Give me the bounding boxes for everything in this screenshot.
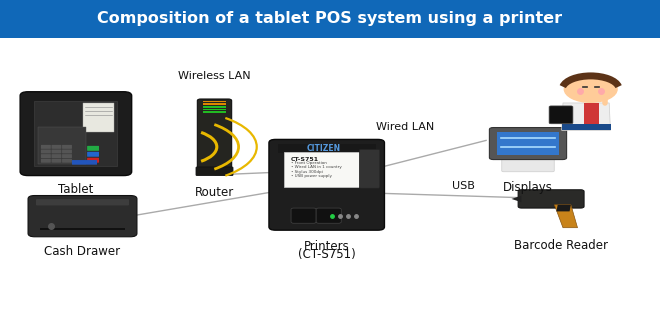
- Text: • Stylus 300dpi: • Stylus 300dpi: [290, 170, 323, 174]
- Text: • USB power supply: • USB power supply: [290, 174, 332, 178]
- FancyBboxPatch shape: [316, 208, 341, 223]
- FancyBboxPatch shape: [62, 154, 72, 158]
- FancyBboxPatch shape: [41, 159, 51, 163]
- FancyBboxPatch shape: [87, 146, 99, 151]
- FancyBboxPatch shape: [291, 208, 316, 223]
- Bar: [40, 228, 125, 230]
- Text: (CT-S751): (CT-S751): [298, 248, 356, 261]
- Polygon shape: [554, 205, 578, 228]
- Text: • Wired LAN in 1 country: • Wired LAN in 1 country: [290, 166, 342, 170]
- FancyBboxPatch shape: [197, 99, 232, 168]
- Bar: [203, 101, 226, 102]
- FancyBboxPatch shape: [87, 158, 99, 163]
- Text: Barcode Reader: Barcode Reader: [514, 239, 608, 252]
- Text: USB: USB: [452, 182, 475, 191]
- FancyBboxPatch shape: [72, 160, 97, 165]
- Text: Router: Router: [195, 186, 234, 199]
- FancyBboxPatch shape: [62, 149, 72, 153]
- FancyBboxPatch shape: [518, 190, 584, 208]
- FancyBboxPatch shape: [87, 152, 99, 157]
- FancyBboxPatch shape: [62, 145, 72, 149]
- Polygon shape: [512, 196, 521, 202]
- FancyBboxPatch shape: [0, 0, 660, 38]
- Text: CT-S751: CT-S751: [290, 157, 319, 162]
- Polygon shape: [556, 205, 571, 212]
- Text: Displays: Displays: [503, 181, 553, 194]
- Polygon shape: [562, 124, 610, 130]
- Polygon shape: [584, 103, 599, 127]
- Text: Wired LAN: Wired LAN: [376, 122, 434, 132]
- FancyBboxPatch shape: [196, 167, 233, 176]
- FancyBboxPatch shape: [490, 128, 566, 160]
- FancyBboxPatch shape: [284, 152, 370, 187]
- FancyBboxPatch shape: [82, 103, 114, 132]
- Bar: [203, 109, 226, 110]
- FancyBboxPatch shape: [36, 199, 129, 205]
- Polygon shape: [562, 103, 610, 130]
- FancyBboxPatch shape: [51, 154, 61, 158]
- FancyBboxPatch shape: [359, 149, 380, 188]
- FancyBboxPatch shape: [34, 101, 117, 166]
- Text: Wireless LAN: Wireless LAN: [178, 71, 251, 81]
- Text: Printers: Printers: [304, 240, 350, 253]
- Bar: [203, 111, 226, 113]
- FancyBboxPatch shape: [41, 154, 51, 158]
- FancyBboxPatch shape: [497, 132, 560, 155]
- FancyBboxPatch shape: [62, 159, 72, 163]
- Text: Tablet: Tablet: [58, 183, 94, 196]
- Text: Composition of a tablet POS system using a printer: Composition of a tablet POS system using…: [98, 12, 562, 26]
- FancyBboxPatch shape: [41, 145, 51, 149]
- FancyBboxPatch shape: [269, 139, 384, 230]
- FancyBboxPatch shape: [51, 159, 61, 163]
- Bar: [203, 106, 226, 108]
- FancyBboxPatch shape: [28, 195, 137, 237]
- Circle shape: [564, 76, 617, 102]
- Text: Cash Drawer: Cash Drawer: [44, 245, 121, 258]
- FancyBboxPatch shape: [51, 149, 61, 153]
- FancyBboxPatch shape: [41, 149, 51, 153]
- FancyBboxPatch shape: [20, 92, 131, 176]
- Text: • Front Operation: • Front Operation: [290, 161, 327, 165]
- Bar: [203, 103, 226, 105]
- FancyBboxPatch shape: [549, 106, 573, 124]
- FancyBboxPatch shape: [51, 145, 61, 149]
- FancyBboxPatch shape: [277, 144, 376, 152]
- Text: CITIZEN: CITIZEN: [306, 144, 341, 152]
- FancyBboxPatch shape: [38, 127, 86, 164]
- FancyBboxPatch shape: [502, 153, 554, 172]
